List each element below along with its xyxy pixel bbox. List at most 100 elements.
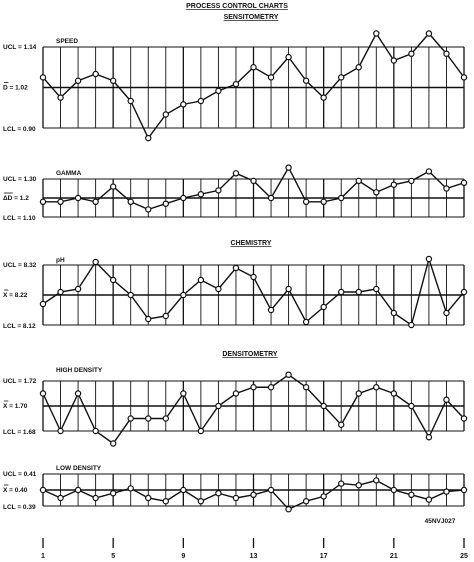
data-point — [180, 194, 187, 202]
data-point — [145, 206, 152, 213]
data-point — [232, 264, 240, 272]
lcl-label: LCL = 0.90 — [3, 126, 36, 133]
panel-name: HIGH DENSITY — [56, 367, 103, 374]
x-tick-label: 9 — [181, 553, 185, 560]
data-point — [443, 396, 450, 403]
data-point — [320, 303, 327, 311]
section-title-chemistry: CHEMISTRY — [231, 240, 272, 247]
data-point — [57, 427, 64, 435]
data-point — [127, 291, 134, 299]
data-point — [109, 490, 117, 497]
data-point — [92, 494, 99, 502]
data-point — [408, 50, 415, 57]
data-point — [320, 402, 327, 410]
ucl-label: UCL = 1.14 — [3, 44, 37, 51]
data-point — [390, 57, 398, 64]
data-point — [109, 77, 117, 84]
data-point — [215, 187, 222, 194]
data-point — [425, 168, 433, 175]
data-point — [39, 390, 47, 397]
data-point — [92, 198, 99, 205]
data-point — [74, 390, 82, 397]
data-point — [425, 434, 433, 441]
section-title-sensitometry: SENSITOMETRY — [224, 14, 279, 21]
figure-id: 45NVJ027 — [425, 518, 456, 525]
data-point — [320, 198, 327, 205]
panel-ph: UCL = 8.32 X = 8.22 LCL = 8.12 pH — [3, 255, 468, 330]
data-point — [162, 200, 169, 207]
data-point — [338, 288, 345, 296]
x-tick-label: 13 — [250, 553, 258, 560]
data-point — [408, 491, 415, 498]
data-point — [355, 64, 362, 71]
data-point — [162, 415, 169, 422]
data-point — [74, 77, 82, 84]
data-point — [408, 177, 415, 185]
data-point — [197, 276, 205, 284]
panel-name: pH — [56, 257, 65, 264]
data-point — [355, 288, 362, 296]
data-point — [57, 288, 64, 296]
data-point — [145, 315, 152, 323]
data-point — [232, 390, 240, 397]
lcl-label: LCL = 8.12 — [3, 323, 36, 330]
data-point — [74, 194, 82, 202]
data-point — [390, 181, 398, 188]
data-point — [215, 87, 222, 95]
data-point — [460, 288, 468, 296]
data-point — [355, 482, 362, 489]
data-point — [373, 477, 380, 484]
data-point — [390, 486, 398, 494]
panel-gamma: UCL = 1.30 ΔD = 1.2 LCL = 1.10 GAMMA — [3, 164, 468, 222]
data-point — [373, 384, 380, 391]
data-point — [460, 415, 468, 422]
data-point — [302, 384, 310, 391]
data-point — [180, 486, 187, 494]
data-point — [197, 498, 205, 505]
data-point — [302, 77, 310, 84]
data-point — [232, 494, 240, 502]
figure-title: PROCESS CONTROL CHARTS — [186, 3, 288, 10]
data-point — [302, 198, 310, 205]
data-point — [373, 30, 380, 37]
ucl-label: UCL = 1.72 — [3, 378, 37, 385]
data-point — [197, 190, 205, 198]
data-point — [425, 30, 433, 37]
data-point — [267, 194, 275, 202]
data-point — [127, 485, 134, 492]
data-point — [197, 427, 205, 435]
data-point — [39, 300, 47, 308]
data-point — [338, 74, 345, 81]
data-point — [460, 74, 468, 81]
data-point — [338, 194, 345, 202]
center-label: D = 1.02 — [3, 85, 28, 92]
data-point — [460, 179, 468, 186]
data-point — [285, 285, 292, 293]
data-point — [425, 255, 433, 263]
data-point — [373, 189, 380, 196]
data-point — [443, 488, 450, 495]
data-point — [74, 486, 82, 494]
data-point — [285, 506, 292, 513]
data-point — [232, 170, 240, 177]
data-point — [92, 427, 99, 435]
data-point — [250, 177, 257, 185]
section-title-densitometry: DENSITOMETRY — [222, 351, 278, 358]
data-point — [355, 390, 362, 397]
panel-name: SPEED — [56, 38, 78, 45]
data-point — [250, 273, 257, 281]
data-point — [285, 53, 292, 61]
data-point — [232, 80, 240, 88]
data-point — [267, 74, 275, 81]
data-point — [320, 493, 327, 500]
ucl-label: UCL = 1.30 — [3, 176, 37, 183]
data-point — [390, 309, 398, 317]
data-point — [92, 258, 99, 266]
data-point — [355, 177, 362, 185]
data-point — [443, 309, 450, 317]
data-point — [250, 64, 257, 71]
x-tick-label: 17 — [320, 553, 328, 560]
data-point — [302, 318, 310, 326]
data-point — [39, 74, 47, 81]
